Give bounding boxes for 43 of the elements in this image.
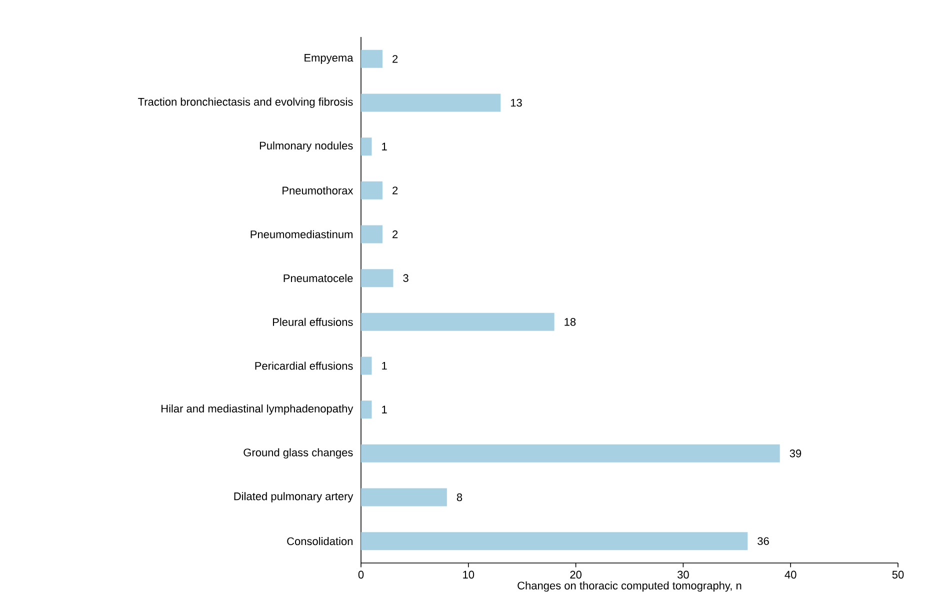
y-tick-label: Pneumatocele — [284, 274, 353, 282]
bar — [361, 181, 382, 200]
bar — [361, 444, 780, 462]
y-tick-label: Hilar and mediastinal lymphadenopathy — [162, 404, 354, 415]
x-tick-label: 0 — [358, 570, 364, 579]
data-label: 39 — [790, 450, 802, 458]
x-tick-label: 30 — [678, 570, 689, 579]
y-tick-label: Traction bronchiectasis and evolving fibrosis — [138, 98, 353, 108]
data-label: 3 — [403, 274, 408, 282]
y-tick-label: Pericardial effusions — [255, 362, 353, 370]
bar — [361, 488, 447, 506]
data-label: 2 — [392, 55, 398, 63]
data-label: 2 — [392, 186, 398, 194]
bar — [361, 50, 382, 68]
y-tick-label: Pleural effusions — [273, 318, 353, 326]
x-tick-label: 40 — [784, 570, 796, 579]
y-tick-label: Empyema — [304, 54, 354, 64]
data-label: 1 — [382, 142, 387, 150]
y-tick-label: Pneumomediastinum — [250, 230, 352, 238]
y-tick-label: Pneumothorax — [282, 186, 354, 194]
x-tick-label: 20 — [570, 570, 582, 579]
bar — [361, 138, 372, 156]
y-tick-label: Dilated pulmonary artery — [234, 492, 354, 502]
bar — [361, 312, 554, 331]
data-label: 13 — [510, 98, 522, 107]
bar — [361, 94, 501, 112]
data-label: 1 — [382, 406, 387, 414]
bar — [361, 532, 748, 550]
x-axis-title: Changes on thoracic computed tomography, n — [518, 581, 742, 592]
bar — [361, 269, 394, 288]
data-label: 36 — [758, 537, 769, 545]
y-tick-label: Ground glass changes — [244, 448, 353, 459]
bar — [361, 225, 382, 244]
data-label: 1 — [382, 362, 387, 370]
data-label: 18 — [564, 318, 576, 326]
data-label: 8 — [456, 493, 462, 502]
y-tick-label: Pulmonary nodules — [260, 141, 353, 152]
x-tick-label: 10 — [463, 570, 474, 579]
data-label: 2 — [392, 230, 398, 238]
x-tick-label: 50 — [892, 570, 904, 579]
bar — [361, 400, 372, 419]
bar — [361, 356, 372, 375]
y-tick-label: Consolidation — [287, 537, 352, 546]
